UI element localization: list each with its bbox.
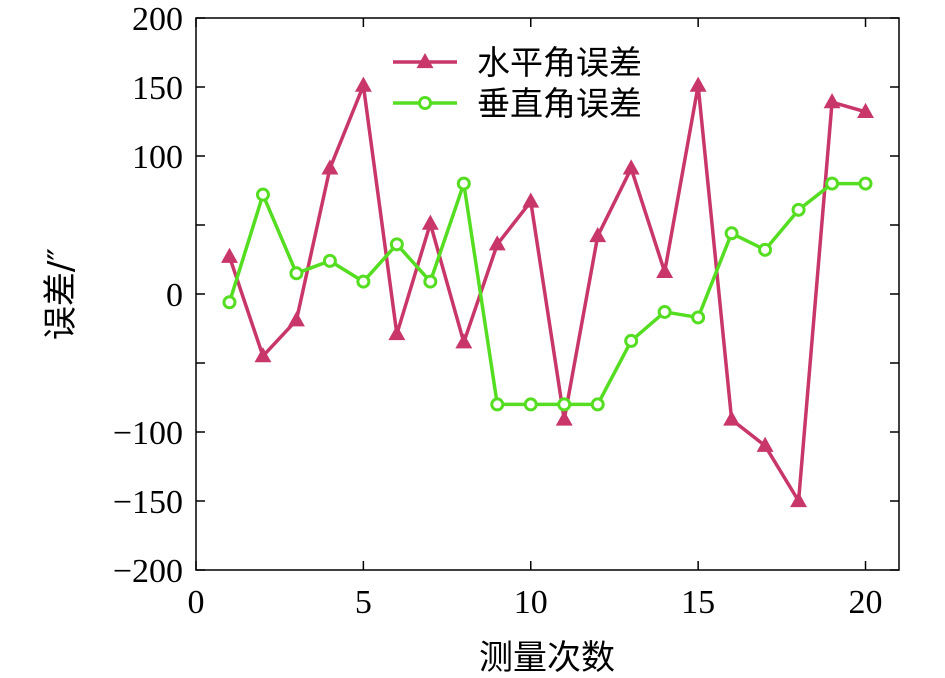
- data-point: [421, 214, 439, 230]
- series-markers: [221, 76, 874, 508]
- y-axis-ticks: −200 −150 −100 0 100 150 200: [113, 1, 899, 590]
- data-point: [356, 274, 371, 289]
- data-point: [287, 311, 305, 327]
- data-point: [255, 187, 270, 202]
- data-point: [455, 333, 473, 349]
- legend-marker: [418, 96, 432, 110]
- data-point: [389, 237, 404, 252]
- data-point: [756, 436, 774, 452]
- data-point: [823, 93, 841, 109]
- x-tick-label: 0: [188, 584, 205, 621]
- data-point: [221, 247, 238, 263]
- data-point: [790, 491, 808, 508]
- data-point: [522, 192, 540, 208]
- x-tick-label: 20: [849, 584, 883, 621]
- data-point: [825, 176, 840, 191]
- data-point: [758, 242, 773, 257]
- x-tick-label: 15: [681, 584, 715, 621]
- legend-label: 垂直角误差: [477, 84, 642, 123]
- data-point: [388, 324, 406, 341]
- data-point: [488, 235, 506, 251]
- x-axis-title: 测量次数: [479, 638, 615, 678]
- data-point: [523, 397, 538, 412]
- series-lines: [227, 83, 867, 503]
- series-line-1: [227, 83, 867, 503]
- y-tick-label: −200: [113, 553, 183, 590]
- data-point: [589, 227, 607, 243]
- data-point: [254, 347, 272, 363]
- x-tick-label: 10: [514, 584, 548, 621]
- y-tick-label: −150: [113, 484, 183, 521]
- data-point: [456, 176, 471, 191]
- data-point: [624, 333, 639, 348]
- y-tick-label: 200: [132, 1, 183, 38]
- data-point: [423, 274, 438, 289]
- legend-marker: [416, 52, 434, 69]
- data-point: [791, 202, 806, 217]
- data-point: [222, 295, 237, 310]
- data-point: [354, 76, 372, 92]
- data-point: [689, 76, 707, 92]
- data-point: [289, 266, 304, 281]
- data-point: [691, 310, 706, 325]
- y-tick-label: 0: [166, 277, 183, 314]
- data-point: [724, 226, 739, 241]
- data-point: [857, 102, 874, 118]
- data-point: [723, 410, 741, 426]
- x-tick-label: 5: [355, 584, 372, 621]
- data-point: [490, 397, 505, 412]
- y-tick-label: 150: [132, 70, 183, 107]
- data-point: [656, 262, 674, 279]
- data-point: [322, 253, 337, 268]
- data-point: [858, 176, 873, 191]
- x-axis-ticks: 0 5 10 15 20: [188, 18, 883, 621]
- legend-label: 水平角误差: [477, 43, 642, 82]
- data-point: [622, 159, 640, 175]
- series-line-2: [227, 181, 866, 407]
- data-point: [557, 397, 572, 412]
- data-point: [321, 159, 339, 175]
- data-point: [555, 410, 573, 426]
- data-point: [590, 397, 605, 412]
- y-axis-title: 误差/″: [41, 248, 81, 340]
- y-tick-label: 100: [132, 139, 183, 176]
- data-point: [657, 304, 672, 319]
- y-tick-label: −100: [113, 415, 183, 452]
